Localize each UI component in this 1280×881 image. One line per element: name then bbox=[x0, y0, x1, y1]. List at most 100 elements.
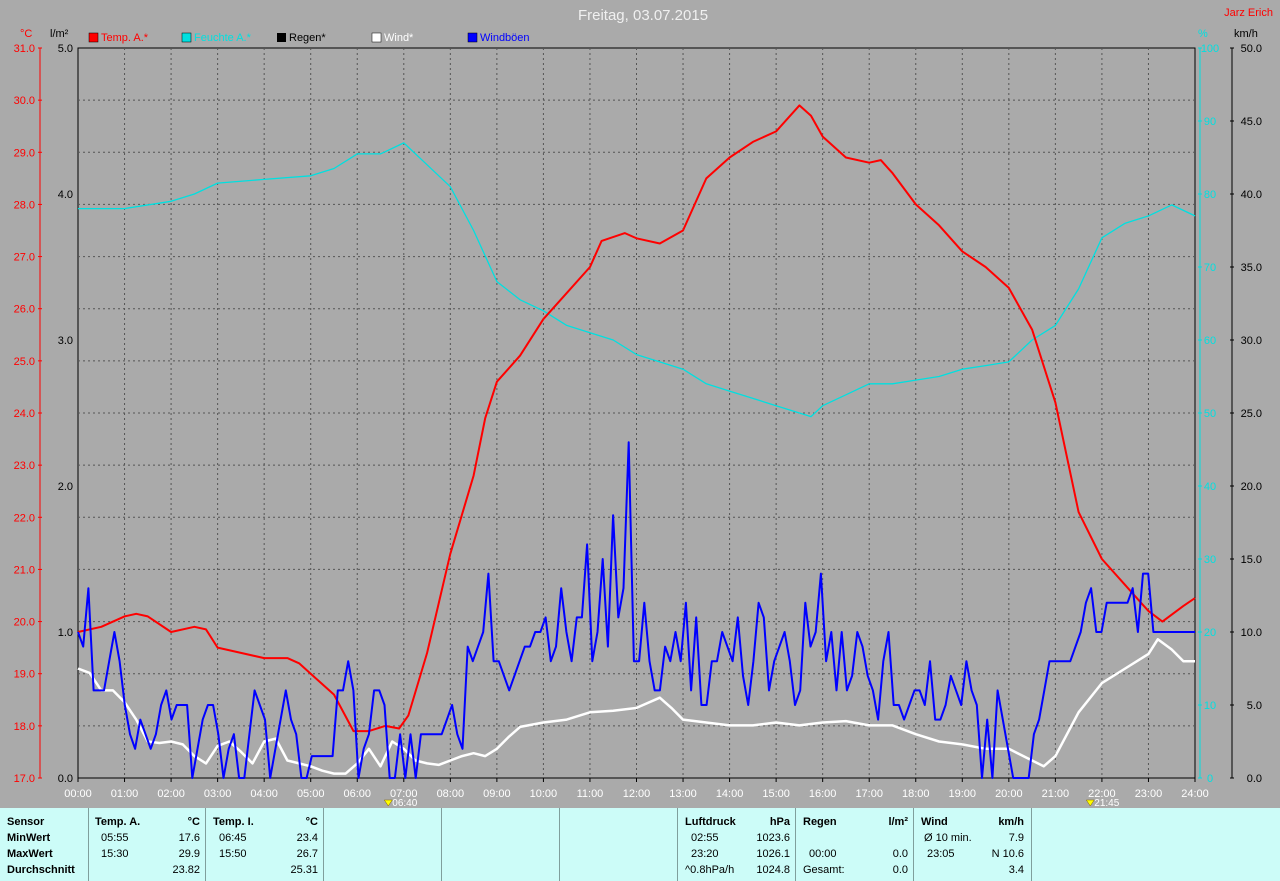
stats-header-wind: Wind bbox=[921, 816, 948, 828]
stats-unit-temp-i: °C bbox=[305, 816, 318, 828]
author-label: Jarz Erich bbox=[1224, 7, 1273, 19]
temp-tick-label: 19.0 bbox=[14, 669, 35, 681]
wind-tick-label: 45.0 bbox=[1241, 116, 1262, 128]
stats-col-regen: Regen l/m² 00:00 0.0 Gesamt: 0.0 bbox=[795, 808, 914, 881]
stats-col-luftdruck: Luftdruck hPa 02:55 1023.6 23:20 1026.1 … bbox=[677, 808, 796, 881]
humidity-tick-label: 10 bbox=[1204, 700, 1216, 712]
humidity-tick-label: 40 bbox=[1204, 481, 1216, 493]
temp-tick-label: 29.0 bbox=[14, 147, 35, 159]
x-tick-label: 14:00 bbox=[716, 788, 744, 800]
x-tick-label: 11:00 bbox=[577, 788, 604, 800]
temp-tick-label: 25.0 bbox=[14, 356, 35, 368]
stats-unit-wind: km/h bbox=[998, 816, 1024, 828]
chart-title: Freitag, 03.07.2015 bbox=[578, 7, 708, 24]
temp-a-avg: 23.82 bbox=[172, 864, 200, 876]
stats-col-temp-i: Temp. I. °C 06:45 23.4 15:50 26.7 25.31 bbox=[205, 808, 324, 881]
stats-header-temp-i: Temp. I. bbox=[213, 816, 254, 828]
x-tick-label: 16:00 bbox=[809, 788, 837, 800]
x-tick-label: 24:00 bbox=[1181, 788, 1209, 800]
x-tick-label: 06:00 bbox=[343, 788, 371, 800]
temp-i-min-time: 06:45 bbox=[219, 832, 247, 844]
legend-swatch-temp bbox=[88, 32, 99, 43]
x-tick-label: 08:00 bbox=[437, 788, 465, 800]
stats-header-sensor: Sensor bbox=[7, 816, 45, 828]
wind-tick-label: 15.0 bbox=[1241, 554, 1262, 566]
x-tick-label: 10:00 bbox=[530, 788, 558, 800]
weather-chart: Freitag, 03.07.2015 Jarz Erich °C l/m² %… bbox=[14, 7, 1273, 808]
wind-avg10-label: Ø 10 min. bbox=[924, 832, 972, 844]
temp-tick-label: 31.0 bbox=[14, 43, 35, 55]
humidity-tick-label: 70 bbox=[1204, 262, 1216, 274]
wind-avg10-value: 7.9 bbox=[1008, 832, 1024, 844]
temp-tick-label: 22.0 bbox=[14, 512, 35, 524]
legend-label-rain: Regen* bbox=[289, 32, 326, 44]
temp-tick-label: 23.0 bbox=[14, 460, 35, 472]
statistics-panel: Sensor MinWert MaxWert Durchschnitt Temp… bbox=[0, 808, 1280, 881]
legend-label-gusts: Windböen bbox=[480, 32, 530, 44]
x-tick-label: 23:00 bbox=[1135, 788, 1163, 800]
humidity-tick-label: 0 bbox=[1207, 773, 1213, 785]
wind-tick-label: 20.0 bbox=[1241, 481, 1262, 493]
series-temp bbox=[77, 104, 1196, 733]
regen-time: 00:00 bbox=[809, 848, 837, 860]
regen-total-value: 0.0 bbox=[892, 864, 908, 876]
x-tick-label: 15:00 bbox=[762, 788, 790, 800]
x-tick-label: 09:00 bbox=[483, 788, 511, 800]
x-tick-label: 03:00 bbox=[204, 788, 232, 800]
x-tick-label: 02:00 bbox=[157, 788, 185, 800]
temp-tick-label: 18.0 bbox=[14, 721, 35, 733]
temp-a-max-time: 15:30 bbox=[101, 848, 129, 860]
stats-header-luftdruck: Luftdruck bbox=[685, 816, 736, 828]
temp-tick-label: 24.0 bbox=[14, 408, 35, 420]
x-tick-label: 00:00 bbox=[64, 788, 92, 800]
stats-row-avg: Durchschnitt bbox=[7, 864, 75, 876]
temp-axis-unit: °C bbox=[20, 28, 32, 40]
plot-grid bbox=[77, 47, 1196, 779]
rain-tick-label: 5.0 bbox=[58, 43, 73, 55]
humidity-tick-label: 30 bbox=[1204, 554, 1216, 566]
wind-max-time: 23:05 bbox=[927, 848, 955, 860]
temp-tick-label: 28.0 bbox=[14, 199, 35, 211]
legend-swatch-rain bbox=[277, 33, 286, 42]
sunset-icon bbox=[1085, 799, 1095, 807]
luftdruck-min-time: 02:55 bbox=[691, 832, 719, 844]
wind-tick-label: 40.0 bbox=[1241, 189, 1262, 201]
sunrise-icon bbox=[383, 799, 393, 807]
regen-max-value: 0.0 bbox=[892, 848, 908, 860]
stats-col-wind: Wind km/h Ø 10 min. 7.9 23:05 N 10.6 3.4 bbox=[913, 808, 1032, 881]
legend-swatch-wind bbox=[371, 32, 382, 43]
temp-a-min-time: 05:55 bbox=[101, 832, 129, 844]
humidity-tick-label: 90 bbox=[1204, 116, 1216, 128]
wind-max-value: N 10.6 bbox=[991, 848, 1024, 860]
x-tick-label: 12:00 bbox=[623, 788, 651, 800]
stats-col-empty-2 bbox=[441, 808, 560, 881]
legend-label-wind: Wind* bbox=[384, 32, 414, 44]
humidity-tick-label: 100 bbox=[1201, 43, 1219, 55]
legend-swatch-humidity bbox=[181, 32, 192, 43]
wind-tick-label: 5.0 bbox=[1247, 700, 1262, 712]
humidity-tick-label: 80 bbox=[1204, 189, 1216, 201]
x-tick-label: 13:00 bbox=[669, 788, 697, 800]
humidity-tick-label: 50 bbox=[1204, 408, 1216, 420]
temp-tick-label: 26.0 bbox=[14, 304, 35, 316]
luftdruck-min-value: 1023.6 bbox=[756, 832, 790, 844]
x-tick-label: 19:00 bbox=[949, 788, 977, 800]
humidity-axis-unit: % bbox=[1198, 28, 1208, 40]
stats-col-sensor: Sensor MinWert MaxWert Durchschnitt bbox=[0, 808, 88, 881]
stats-unit-regen: l/m² bbox=[888, 816, 908, 828]
temp-tick-label: 20.0 bbox=[14, 617, 35, 629]
x-tick-label: 18:00 bbox=[902, 788, 930, 800]
rain-tick-label: 2.0 bbox=[58, 481, 73, 493]
humidity-tick-label: 60 bbox=[1204, 335, 1216, 347]
rain-axis-unit: l/m² bbox=[50, 28, 69, 40]
wind-tick-label: 35.0 bbox=[1241, 262, 1262, 274]
temp-tick-label: 21.0 bbox=[14, 564, 35, 576]
x-tick-label: 05:00 bbox=[297, 788, 325, 800]
temp-tick-label: 27.0 bbox=[14, 252, 35, 264]
wind-tick-label: 30.0 bbox=[1241, 335, 1262, 347]
series-layer bbox=[77, 104, 1196, 779]
legend-label-temp: Temp. A.* bbox=[101, 32, 149, 44]
temp-a-max-value: 29.9 bbox=[178, 848, 200, 860]
luftdruck-max-time: 23:20 bbox=[691, 848, 719, 860]
humidity-tick-label: 20 bbox=[1204, 627, 1216, 639]
